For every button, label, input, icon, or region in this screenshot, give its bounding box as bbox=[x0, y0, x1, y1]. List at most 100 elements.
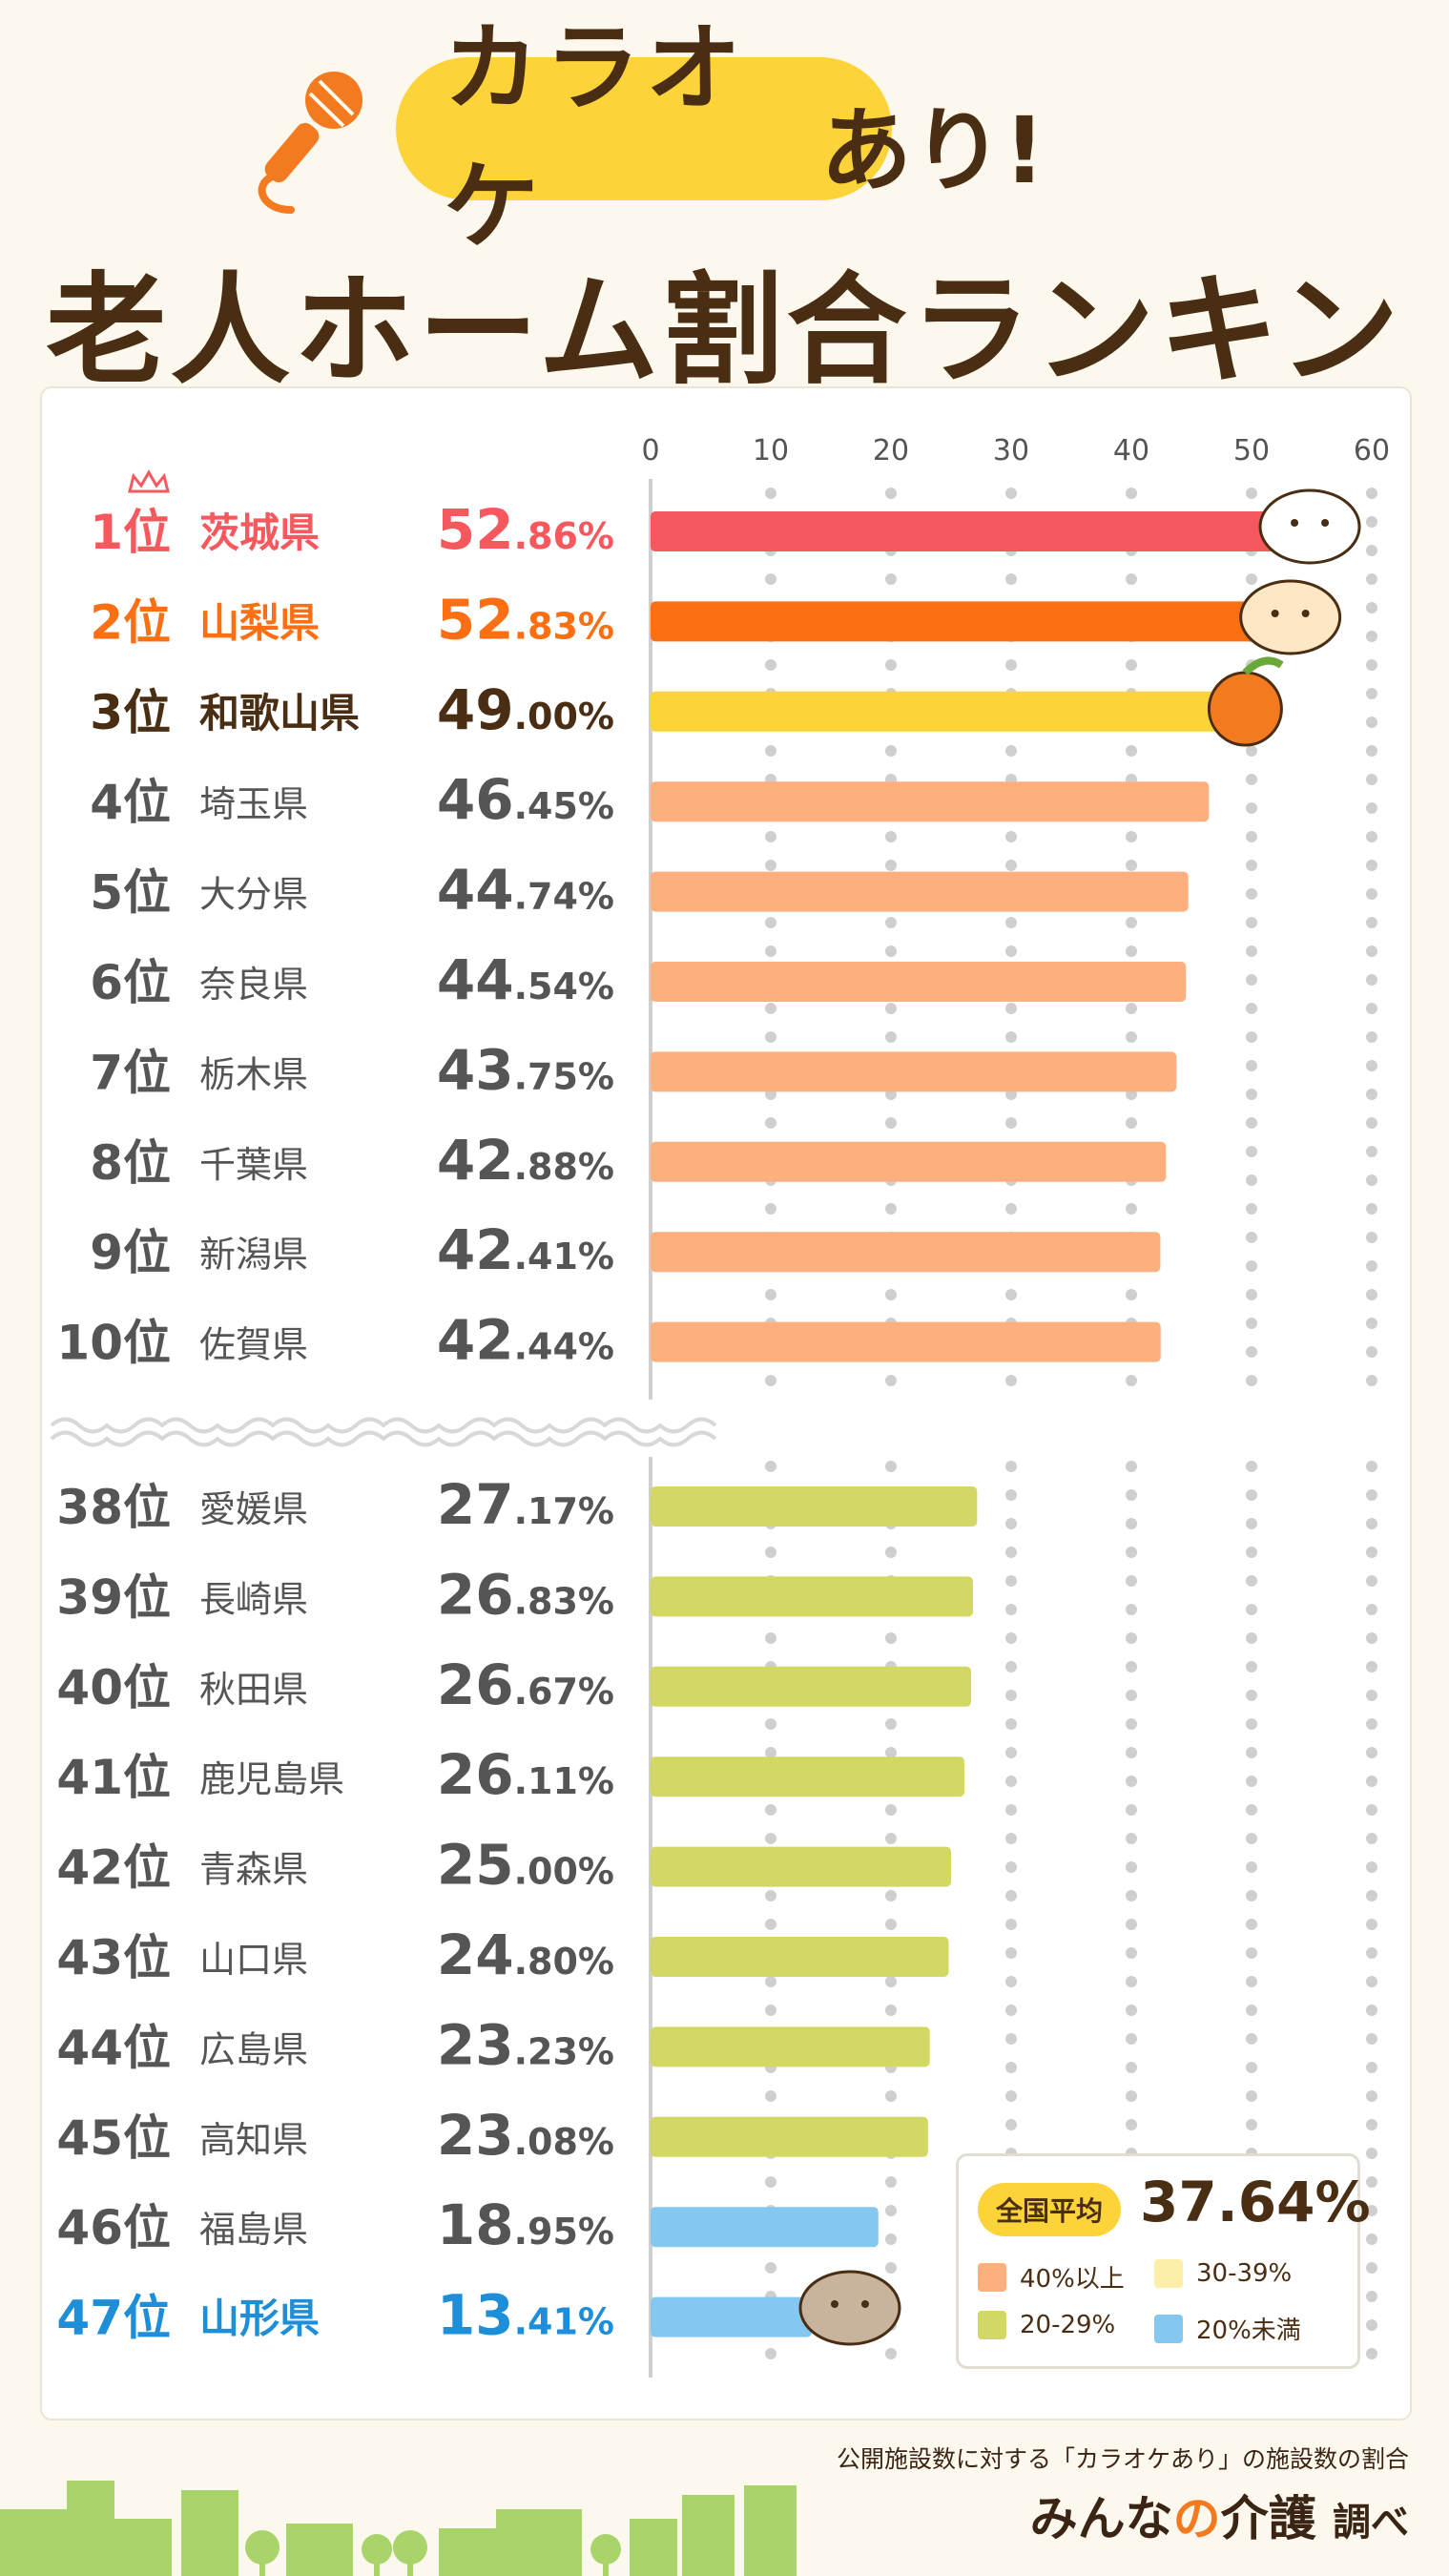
value-label: 52.86% bbox=[437, 497, 614, 562]
tanuki-mascot-icon bbox=[798, 2270, 901, 2346]
legend-item: 30-39% bbox=[1154, 2259, 1292, 2288]
rank-label: 6位 bbox=[90, 955, 171, 1010]
rank-label: 44位 bbox=[56, 2020, 171, 2075]
x-tick-label: 20 bbox=[873, 434, 909, 467]
crown-icon bbox=[128, 468, 170, 493]
prefecture-label: 奈良県 bbox=[199, 964, 308, 1006]
value-label: 42.41% bbox=[437, 1217, 614, 1282]
rank-label: 9位 bbox=[90, 1225, 171, 1280]
legend-label: 20%未満 bbox=[1196, 2316, 1301, 2345]
ranking-chart: 0 10 20 30 40 50 60 1位 茨城県 52.86% 2位 山梨県 52.83% 3位 和歌山… bbox=[50, 434, 1390, 2383]
prefecture-label: 山口県 bbox=[199, 1939, 308, 1981]
value-label: 24.80% bbox=[437, 1922, 614, 1987]
legend-item: 20-29% bbox=[978, 2311, 1115, 2339]
rank-label: 40位 bbox=[56, 1660, 171, 1715]
prefecture-label: 高知県 bbox=[199, 2119, 308, 2161]
prefecture-label: 秋田県 bbox=[199, 1669, 308, 1711]
rank-label: 45位 bbox=[56, 2110, 171, 2166]
cat-mascot-icon-eye bbox=[1301, 610, 1310, 617]
value-label: 46.45% bbox=[437, 767, 614, 832]
value-label: 44.54% bbox=[437, 947, 614, 1012]
bar bbox=[651, 1666, 972, 1707]
title-pill-suffix: あり! bbox=[820, 97, 1045, 204]
bar bbox=[651, 1051, 1177, 1092]
value-label: 44.74% bbox=[437, 858, 614, 923]
prefecture-label: 鹿児島県 bbox=[199, 1758, 344, 1800]
title-row: カラオケ あり! bbox=[0, 12, 1449, 262]
x-tick-label: 10 bbox=[753, 434, 789, 467]
legend-swatch bbox=[978, 2262, 1006, 2292]
prefecture-label: 和歌山県 bbox=[199, 690, 360, 737]
prefecture-label: 佐賀県 bbox=[199, 1324, 308, 1366]
bar bbox=[651, 1756, 964, 1797]
value-label: 13.41% bbox=[437, 2283, 614, 2348]
bar bbox=[651, 1937, 949, 1977]
prefecture-label: 福島県 bbox=[199, 2209, 308, 2251]
rank-label: 39位 bbox=[56, 1569, 171, 1625]
rank-label: 42位 bbox=[56, 1840, 171, 1896]
cat-mascot-icon-eye bbox=[1321, 519, 1330, 527]
prefecture-label: 山形県 bbox=[199, 2296, 320, 2342]
bar bbox=[651, 1576, 974, 1617]
value-label: 27.17% bbox=[437, 1472, 614, 1537]
tanuki-mascot-icon-eye bbox=[830, 2300, 838, 2308]
rank-label: 43位 bbox=[56, 1930, 171, 1985]
prefecture-label: 新潟県 bbox=[199, 1234, 308, 1276]
orange-mascot-icon bbox=[1207, 671, 1283, 747]
average-value: 37.64% bbox=[1140, 2170, 1371, 2234]
value-label: 23.08% bbox=[437, 2103, 614, 2168]
wave-separator bbox=[50, 1417, 717, 1434]
prefecture-label: 千葉県 bbox=[199, 1144, 308, 1186]
brand-logo: みんなの介護 調べ bbox=[1030, 2481, 1409, 2549]
bar bbox=[651, 1232, 1161, 1273]
rank-label: 2位 bbox=[90, 594, 171, 650]
bar bbox=[651, 1846, 951, 1887]
bar bbox=[651, 962, 1187, 1002]
legend-label: 40%以上 bbox=[1020, 2265, 1125, 2294]
city-skyline-decoration bbox=[0, 2481, 797, 2576]
value-label: 52.83% bbox=[437, 587, 614, 652]
bar bbox=[651, 2296, 812, 2337]
value-label: 26.67% bbox=[437, 1652, 614, 1717]
bar bbox=[651, 1486, 978, 1527]
value-label: 26.11% bbox=[437, 1742, 614, 1807]
average-badge: 全国平均 bbox=[978, 2183, 1121, 2236]
prefecture-label: 山梨県 bbox=[199, 599, 320, 646]
brand-sub: 調べ bbox=[1333, 2501, 1409, 2545]
prefecture-label: 愛媛県 bbox=[199, 1488, 308, 1530]
rank-label: 46位 bbox=[56, 2200, 171, 2255]
x-tick-label: 40 bbox=[1113, 434, 1149, 467]
prefecture-label: 広島県 bbox=[199, 2028, 308, 2070]
value-label: 18.95% bbox=[437, 2192, 614, 2257]
value-label: 26.83% bbox=[437, 1562, 614, 1627]
bar bbox=[651, 1321, 1161, 1362]
bar bbox=[651, 2116, 928, 2157]
cat-mascot-icon bbox=[1258, 488, 1361, 565]
value-label: 42.44% bbox=[437, 1308, 614, 1373]
value-label: 23.23% bbox=[437, 2012, 614, 2077]
bar bbox=[651, 601, 1286, 642]
cat-mascot-icon bbox=[1239, 579, 1342, 655]
cat-mascot-icon-eye bbox=[1291, 519, 1299, 527]
source-note: 公開施設数に対する「カラオケあり」の施設数の割合 bbox=[836, 2445, 1409, 2473]
legend-item: 20%未満 bbox=[1154, 2311, 1301, 2346]
rank-label: 3位 bbox=[90, 685, 171, 740]
rank-label: 38位 bbox=[56, 1480, 171, 1535]
rank-label: 47位 bbox=[56, 2291, 171, 2346]
x-tick-label: 0 bbox=[641, 434, 659, 467]
legend-label: 30-39% bbox=[1196, 2259, 1293, 2288]
value-label: 43.75% bbox=[437, 1037, 614, 1102]
title-pill: カラオケ bbox=[396, 12, 892, 262]
bar bbox=[651, 1141, 1167, 1182]
value-label: 42.88% bbox=[437, 1128, 614, 1193]
prefecture-label: 栃木県 bbox=[199, 1053, 308, 1095]
brand-text-no: の bbox=[1172, 2491, 1221, 2546]
bar bbox=[651, 2207, 879, 2248]
prefecture-label: 茨城県 bbox=[199, 509, 320, 556]
rank-label: 7位 bbox=[90, 1045, 171, 1100]
prefecture-label: 大分県 bbox=[199, 874, 308, 916]
tanuki-mascot-icon-eye bbox=[860, 2300, 869, 2308]
prefecture-label: 埼玉県 bbox=[199, 783, 308, 825]
x-tick-label: 60 bbox=[1354, 434, 1390, 467]
value-label: 25.00% bbox=[437, 1833, 614, 1898]
